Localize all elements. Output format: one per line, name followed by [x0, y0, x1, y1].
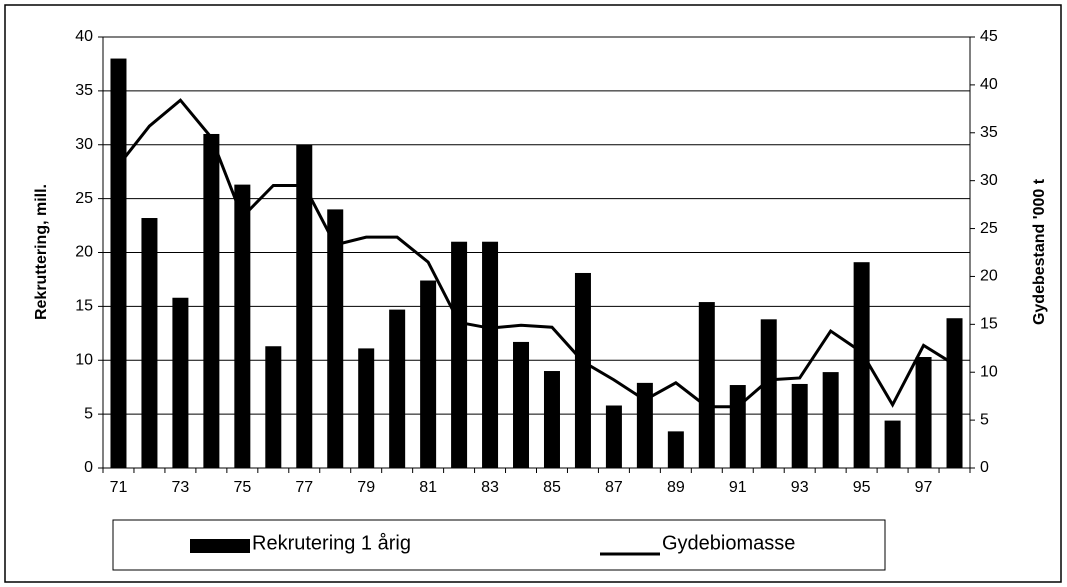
bar: [760, 319, 777, 468]
y2-tick-label: 15: [980, 316, 998, 333]
y2-tick-label: 25: [980, 220, 998, 237]
bar: [420, 280, 437, 468]
x-tick-label: 95: [853, 479, 871, 496]
x-tick-label: 91: [729, 479, 747, 496]
bar: [296, 144, 313, 468]
bar: [172, 297, 189, 468]
bar: [915, 357, 932, 468]
bar: [791, 383, 808, 468]
y-tick-label: 20: [75, 244, 93, 261]
legend-frame: [112, 519, 886, 571]
x-tick-label: 93: [791, 479, 809, 496]
x-tick-label: 87: [605, 479, 623, 496]
y2-tick-label: 30: [980, 172, 998, 189]
x-tick-label: 79: [357, 479, 375, 496]
chart-frame: [4, 4, 1062, 583]
y2-axis-title: Gydebestand '000 t: [1031, 178, 1048, 325]
bar: [636, 382, 653, 468]
bar: [482, 241, 499, 468]
y-tick-label: 15: [75, 298, 93, 315]
y2-tick-label: 35: [980, 124, 998, 141]
x-tick-label: 75: [233, 479, 251, 496]
y2-tick-label: 20: [980, 268, 998, 285]
bar: [389, 309, 406, 468]
bar: [698, 302, 715, 468]
bar: [884, 420, 901, 468]
y-tick-label: 35: [75, 82, 93, 99]
x-tick-label: 81: [419, 479, 437, 496]
bar: [110, 58, 127, 469]
y2-tick-label: 0: [980, 459, 989, 476]
bar: [203, 133, 220, 468]
y2-tick-label: 45: [980, 28, 998, 45]
y-tick-label: 40: [75, 28, 93, 45]
bar: [729, 385, 746, 468]
line: [117, 98, 956, 409]
bar: [667, 431, 684, 468]
y-tick-label: 0: [84, 459, 93, 476]
bar: [853, 262, 870, 468]
y2-tick-label: 5: [980, 411, 989, 428]
y-tick-label: 10: [75, 351, 93, 368]
bar: [327, 209, 344, 468]
x-tick-label: 85: [543, 479, 561, 496]
y2-tick-label: 40: [980, 76, 998, 93]
bar: [451, 241, 468, 468]
x-tick-label: 77: [295, 479, 313, 496]
y-axis-title: Rekruttering, mill.: [33, 184, 50, 320]
x-tick-label: 83: [481, 479, 499, 496]
x-tick-label: 73: [172, 479, 190, 496]
y-tick-label: 5: [84, 405, 93, 422]
legend-swatch: [190, 539, 250, 553]
x-tick-label: 71: [110, 479, 128, 496]
y-tick-label: 25: [75, 190, 93, 207]
y-tick-label: 30: [75, 136, 93, 153]
bar: [574, 272, 591, 468]
bar: [543, 371, 560, 468]
bar: [234, 184, 251, 468]
x-tick-label: 89: [667, 479, 685, 496]
bar: [513, 341, 530, 468]
y2-tick-label: 10: [980, 363, 998, 380]
x-tick-label: 97: [915, 479, 933, 496]
legend-label: Gydebiomasse: [662, 532, 795, 554]
bar: [265, 346, 282, 468]
bar: [141, 218, 158, 468]
bar: [946, 318, 963, 468]
legend-label: Rekrutering 1 årig: [252, 532, 411, 554]
bar: [822, 372, 839, 468]
bar: [358, 348, 375, 468]
bar: [605, 405, 622, 468]
